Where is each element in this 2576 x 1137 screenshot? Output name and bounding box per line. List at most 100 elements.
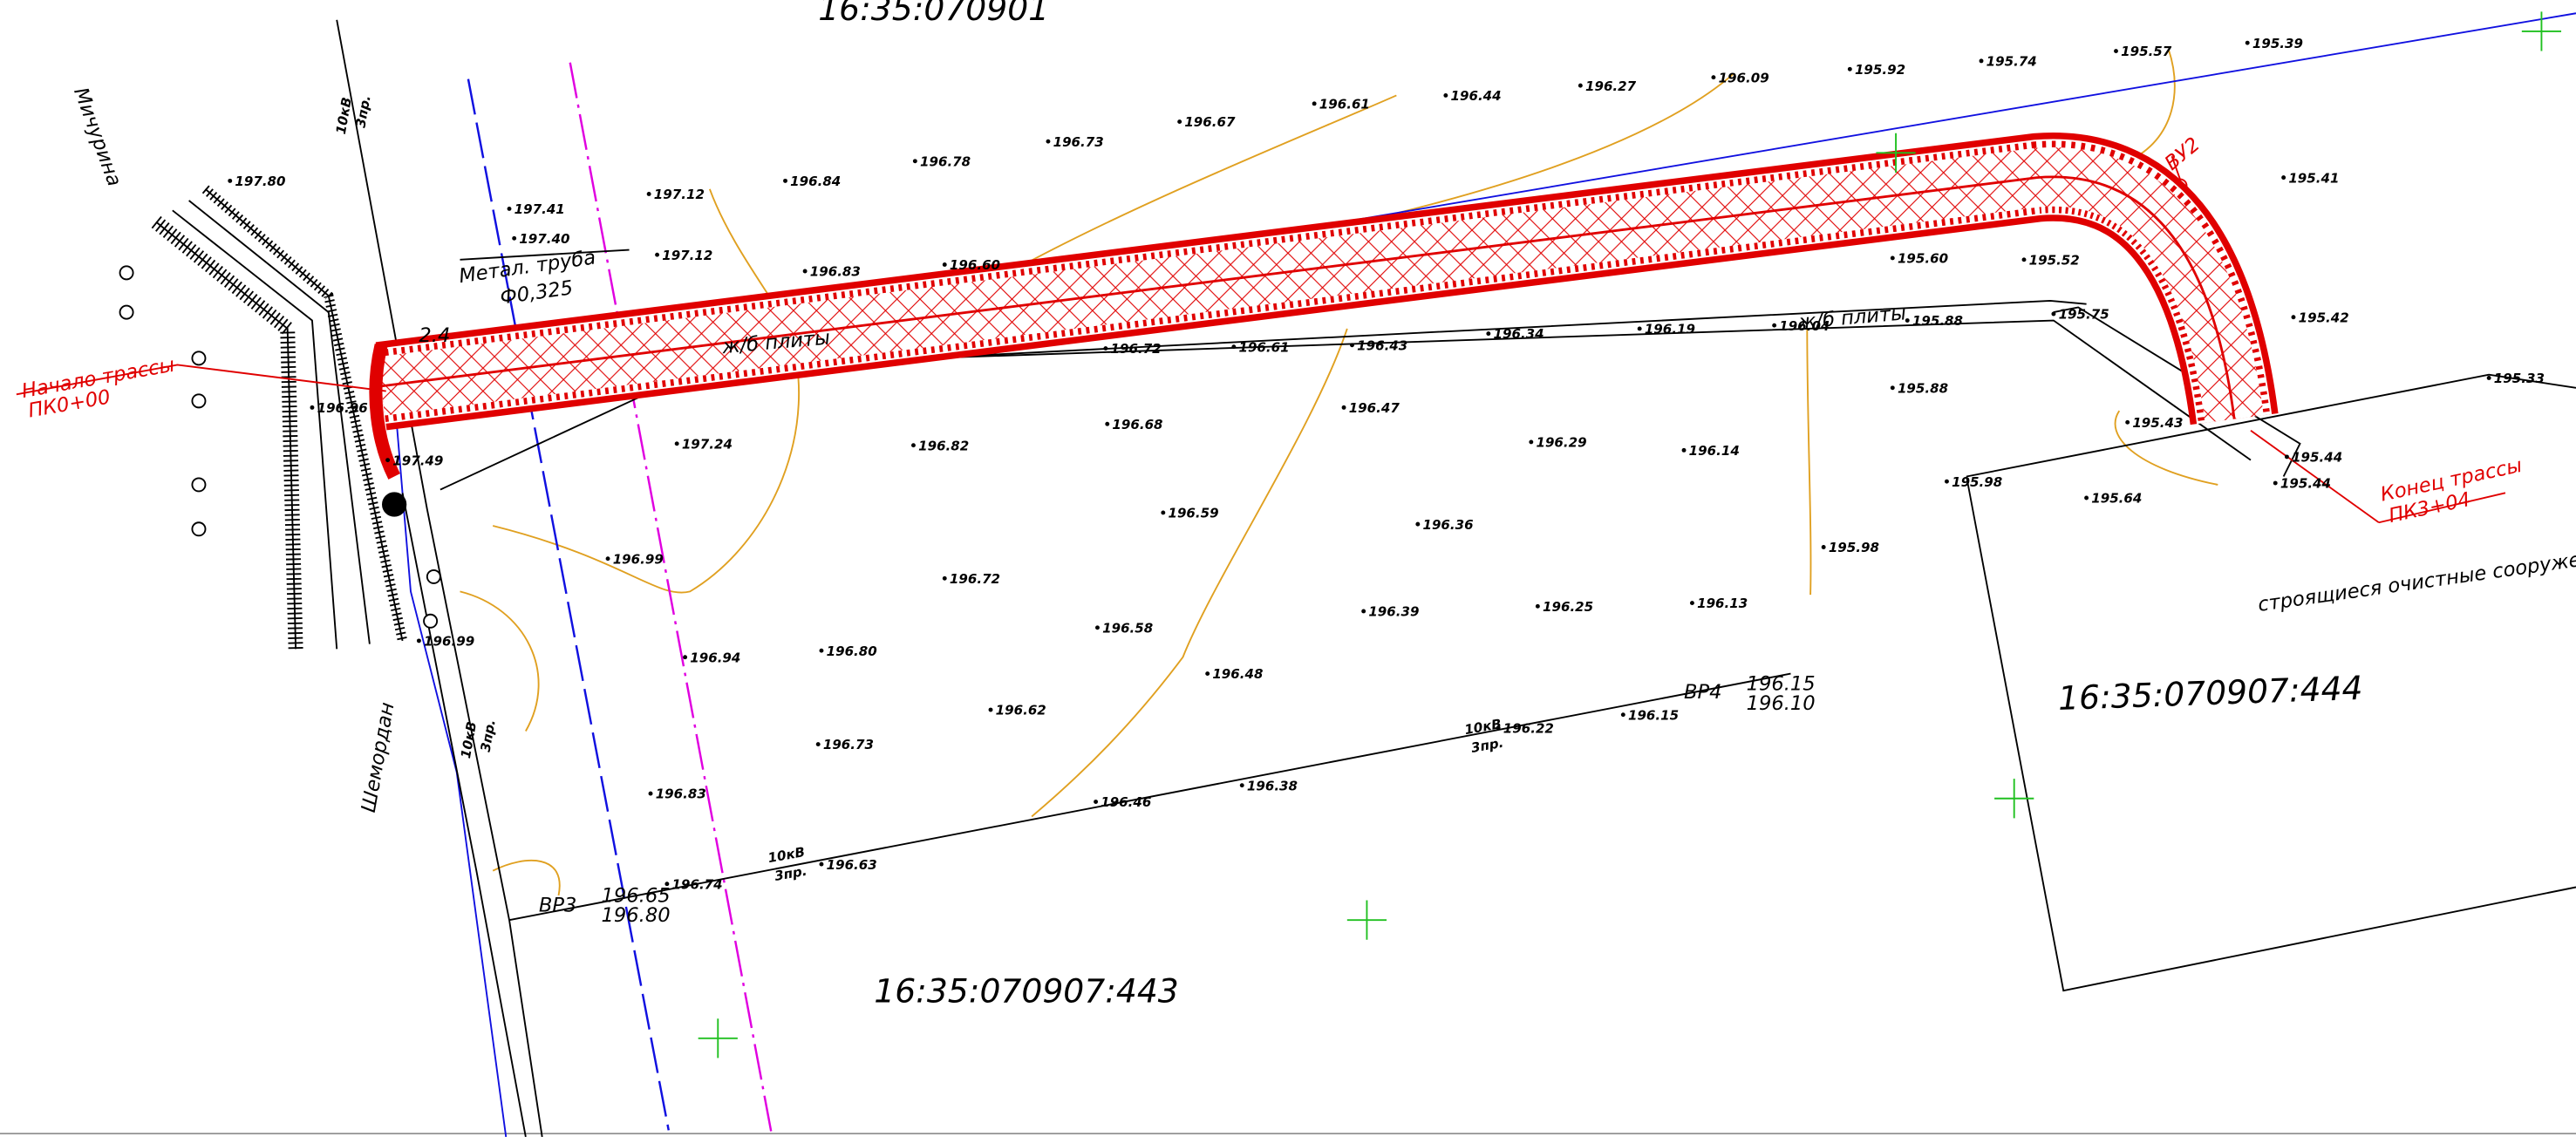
elevation-point [310,405,315,410]
elevation-point [1578,83,1583,88]
elevation-label: 196.22 [1503,720,1554,736]
elevation-label: 196.58 [1102,620,1153,636]
elevation-label: 196.72 [950,571,1000,587]
elevation-label: 196.44 [1451,88,1502,104]
elevation-label: 196.46 [1101,794,1151,810]
elevation-point [1529,439,1534,445]
elevation-label: 196.68 [1112,417,1162,432]
elevation-label: 196.47 [1349,400,1400,416]
elevation-point [1847,66,1852,71]
elevation-label: 196.38 [1247,778,1298,793]
elevation-point [228,178,233,183]
elevation-label: 196.39 [1368,604,1419,620]
elevation-point [912,159,917,164]
elevation-label: 196.73 [1053,134,1104,150]
elevation-label: 196.72 [1111,341,1162,357]
elevation-point [1496,725,1501,731]
elevation-point [1341,405,1346,410]
elevation-point [1161,510,1166,515]
elevation-point [942,262,947,267]
label: 16:35:070901 [818,0,1049,28]
elevation-label: 196.13 [1697,596,1748,611]
elevation-label: 196.48 [1212,666,1263,682]
elevation-point [783,178,787,183]
elevation-label: 196.73 [823,737,874,752]
elevation-point [1231,344,1237,350]
elevation-point [1361,609,1366,614]
label: 196.80 [602,904,671,927]
elevation-label: 196.78 [920,153,971,169]
elevation-label: 197.80 [235,174,285,189]
elevation-point [815,742,821,747]
elevation-point [988,707,993,712]
elevation-point [2021,257,2027,262]
elevation-point [2284,454,2289,460]
elevation-point [1772,323,1777,328]
label: 2.4 [419,324,450,347]
elevation-point [1979,58,1984,64]
elevation-label: 195.33 [2494,371,2545,386]
label: 196.15 [1747,672,1816,695]
elevation-label: 196.83 [810,264,861,280]
elevation-point [2291,315,2296,320]
elevation-label: 196.62 [996,703,1046,718]
elevation-label: 196.59 [1168,506,1218,521]
elevation-point [2125,419,2130,425]
elevation-label: 196.82 [918,438,969,453]
elevation-label: 195.64 [2091,491,2142,507]
elevation-point [1681,447,1687,453]
elevation-label: 197.49 [392,453,443,468]
elevation-label: 196.29 [1536,435,1586,451]
elevation-label: 195.44 [2292,450,2342,466]
elevation-point [2486,376,2491,380]
elevation-point [2281,175,2286,180]
elevation-label: 196.04 [1779,318,1830,334]
pipeline [369,133,2279,480]
elevation-label: 195.39 [2252,36,2303,51]
elevation-label: 196.15 [1628,707,1679,723]
elevation-point [942,575,947,581]
elevation-label: 196.84 [790,174,841,189]
elevation-point [1905,318,1910,323]
elevation-point [1103,346,1108,351]
label: 196.65 [602,884,671,907]
elevation-label: 197.24 [682,436,733,452]
elevation-point [911,443,916,448]
elevation-label: 195.41 [2288,170,2339,186]
elevation-point [1177,119,1182,125]
elevation-label: 196.34 [1493,326,1544,342]
elevation-label: 196.36 [1422,517,1473,533]
elevation-label: 196.25 [1543,599,1593,615]
elevation-point [1711,75,1716,80]
elevation-label: 196.61 [1319,97,1370,112]
elevation-label: 196.80 [827,643,877,659]
elevation-point [1239,783,1244,788]
elevation-label: 195.60 [1898,251,1948,267]
elevation-label: 196.99 [424,634,474,650]
road-hatch [151,185,408,650]
elevation-point [512,235,517,241]
elevation-label: 196.96 [317,400,368,416]
elevation-label: 197.12 [662,248,712,263]
elevation-label: 195.92 [1855,62,1905,78]
elevation-point [1890,385,1895,391]
elevation-label: 196.83 [656,786,706,802]
elevation-point [1443,92,1448,98]
elevation-point [2114,49,2118,54]
elevation-label: 195.43 [2132,415,2183,431]
elevation-label: 196.63 [827,857,877,873]
label: ВР3 [539,895,577,917]
elevation-label: 196.19 [1645,322,1695,337]
elevation-label: 197.41 [515,201,565,217]
elevation-label: 195.98 [1952,474,2002,490]
elevation-label: 195.57 [2121,44,2172,59]
elevation-point [1046,139,1051,144]
elevation-label: 195.75 [2059,307,2109,323]
elevation-point [1350,343,1354,348]
elevation-label: 196.67 [1184,114,1236,130]
elevation-label: 197.40 [519,231,569,247]
elevation-point [646,192,651,196]
elevation-label: 196.14 [1689,443,1740,459]
elevation-point [507,206,512,211]
